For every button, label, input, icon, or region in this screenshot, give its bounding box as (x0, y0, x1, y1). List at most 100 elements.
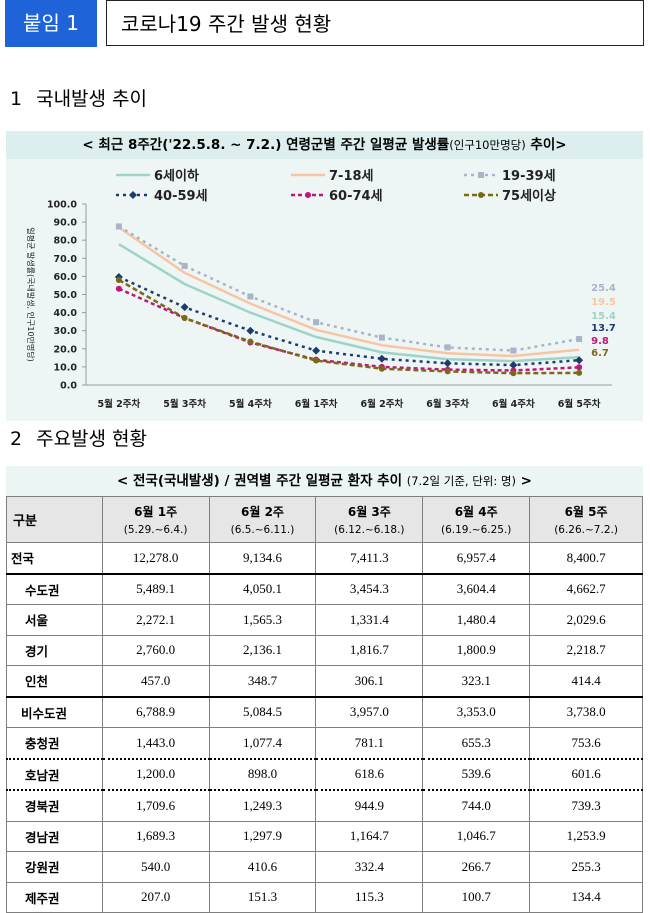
row-label: 서울 (6, 604, 103, 636)
data-point (575, 356, 584, 365)
legend-swatch-marker (129, 191, 137, 199)
table-header-row: 구분 6월 1주 (5.29.~6.4.) 6월 2주 (6.5.~6.11.) 6… (6, 496, 643, 543)
table-cell: 2,029.6 (529, 604, 643, 636)
legend-label: 75세이상 (502, 188, 556, 204)
column-range: (6.19.~6.25.) (440, 524, 512, 536)
table-title-note: (7.2일 기준, 단위: 명) (406, 474, 516, 488)
table-row: 서울 2,272.1 1,565.3 1,331.4 1,480.4 2,029.6 (6, 604, 643, 636)
table-cell: 332.4 (315, 851, 424, 883)
x-tick-label: 6월 1주차 (295, 398, 338, 410)
table-cell: 3,454.3 (315, 573, 424, 605)
x-tick-label: 5월 2주차 (98, 398, 141, 410)
x-tick-label: 5월 4주차 (229, 398, 272, 410)
table-row: 호남권 1,200.0 898.0 618.6 539.6 601.6 (6, 758, 643, 791)
row-label: 인천 (6, 665, 103, 698)
column-label: 6월 3주 (347, 505, 391, 519)
column-range: (5.29.~6.4.) (123, 524, 188, 536)
table-row: 비수도권 6,788.9 5,084.5 3,957.0 3,353.0 3,738.0 (6, 696, 643, 728)
x-tick-label: 6월 5주차 (558, 398, 601, 410)
y-tick-label: 40.0 (54, 308, 78, 319)
section-2-number: 2 (10, 428, 23, 450)
section-1-title: 국내발생 추이 (36, 88, 148, 110)
line-chart: 100.0 90.0 80.0 70.0 60.0 50.0 40.0 30.0 20.0 10.… (26, 168, 616, 410)
data-point (313, 319, 320, 326)
appendix-badge: 붙임 1 (5, 0, 97, 47)
y-tick-label: 10.0 (54, 362, 78, 373)
table-cell: 540.0 (101, 851, 210, 883)
table-cell: 4,662.7 (529, 573, 643, 605)
data-point (115, 277, 122, 284)
row-label: 강원권 (6, 851, 103, 883)
data-point (247, 338, 254, 345)
row-label: 호남권 (6, 758, 103, 791)
table-cell: 5,084.5 (208, 696, 317, 728)
row-label: 충청권 (6, 727, 103, 760)
data-point (510, 370, 517, 377)
table-cell: 2,272.1 (101, 604, 210, 636)
table-cell: 618.6 (315, 758, 424, 791)
table-cell: 1,689.3 (101, 820, 210, 852)
column-label: 6월 4주 (454, 505, 498, 519)
table-cell: 348.7 (208, 665, 317, 698)
row-label: 비수도권 (6, 696, 103, 728)
chart-title-suffix: 추이> (525, 137, 567, 153)
data-point (510, 347, 517, 354)
table-row: 강원권 540.0 410.6 332.4 266.7 255.3 (6, 851, 643, 883)
table-cell: 414.4 (529, 665, 643, 698)
table-cell: 255.3 (529, 851, 643, 883)
y-tick-label: 80.0 (54, 236, 78, 247)
table-cell: 323.1 (422, 665, 531, 698)
y-axis-label: 일평균 발생률(국내발생, 인구10만명당) (26, 227, 36, 361)
data-point (180, 303, 189, 312)
row-label: 제주권 (6, 881, 103, 913)
table-cell: 134.4 (529, 881, 643, 913)
column-range: (6.12.~6.18.) (334, 524, 405, 536)
table-cell: 12,278.0 (101, 542, 210, 575)
data-point (443, 359, 452, 368)
table-title-main: < 전국(국내발생) / 권역별 주간 일평균 환자 추이 (116, 473, 403, 489)
chart-title-unit: (인구10만명당) (449, 138, 526, 152)
table-cell: 781.1 (315, 727, 424, 760)
legend-label: 6세이하 (154, 168, 199, 184)
legend-swatch-marker (478, 192, 484, 198)
table-cell: 1,331.4 (315, 604, 424, 636)
end-value-label: 19.5 (591, 297, 616, 308)
section-1-heading: 1 국내발생 추이 (10, 84, 147, 111)
column-range: (6.26.~7.2.) (554, 524, 618, 536)
table-title: < 전국(국내발생) / 권역별 주간 일평균 환자 추이 (7.2일 기준, … (6, 466, 643, 496)
data-point (181, 262, 188, 269)
end-value-label: 15.4 (591, 311, 616, 322)
table-cell: 655.3 (422, 727, 531, 760)
series-line (118, 226, 580, 358)
table-row: 제주권 207.0 151.3 115.3 100.7 134.4 (6, 881, 643, 913)
table-row: 충청권 1,443.0 1,077.4 781.1 655.3 753.6 (6, 727, 643, 760)
y-tick-label: 30.0 (54, 326, 78, 337)
end-value-label: 6.7 (591, 348, 609, 359)
table-cell: 1,077.4 (208, 727, 317, 760)
table-cell: 739.3 (529, 789, 643, 822)
column-header: 6월 4주 (6.19.~6.25.) (422, 496, 531, 543)
data-point (115, 285, 122, 292)
series-line (118, 278, 580, 375)
table-cell: 1,249.3 (208, 789, 317, 822)
column-label: 6월 1주 (134, 505, 178, 519)
table-cell: 3,957.0 (315, 696, 424, 728)
column-header: 6월 3주 (6.12.~6.18.) (315, 496, 424, 543)
table-row: 경북권 1,709.6 1,249.3 944.9 744.0 739.3 (6, 789, 643, 822)
column-range: (6.5.~6.11.) (230, 524, 295, 536)
column-header: 6월 5주 (6.26.~7.2.) (529, 496, 643, 543)
table-cell: 1,565.3 (208, 604, 317, 636)
table-cell: 1,443.0 (101, 727, 210, 760)
table-cell: 6,788.9 (101, 696, 210, 728)
legend-swatch-marker (305, 192, 311, 198)
data-point (247, 293, 254, 300)
row-label: 수도권 (6, 573, 103, 605)
row-label: 전국 (6, 542, 103, 575)
series-line (118, 243, 580, 363)
table-cell: 2,136.1 (208, 634, 317, 666)
row-label: 경북권 (6, 789, 103, 822)
table-cell: 1,164.7 (315, 820, 424, 852)
end-value-label: 9.8 (591, 336, 609, 347)
table-row: 경기 2,760.0 2,136.1 1,816.7 1,800.9 2,218.7 (6, 634, 643, 666)
table-cell: 1,200.0 (101, 758, 210, 791)
